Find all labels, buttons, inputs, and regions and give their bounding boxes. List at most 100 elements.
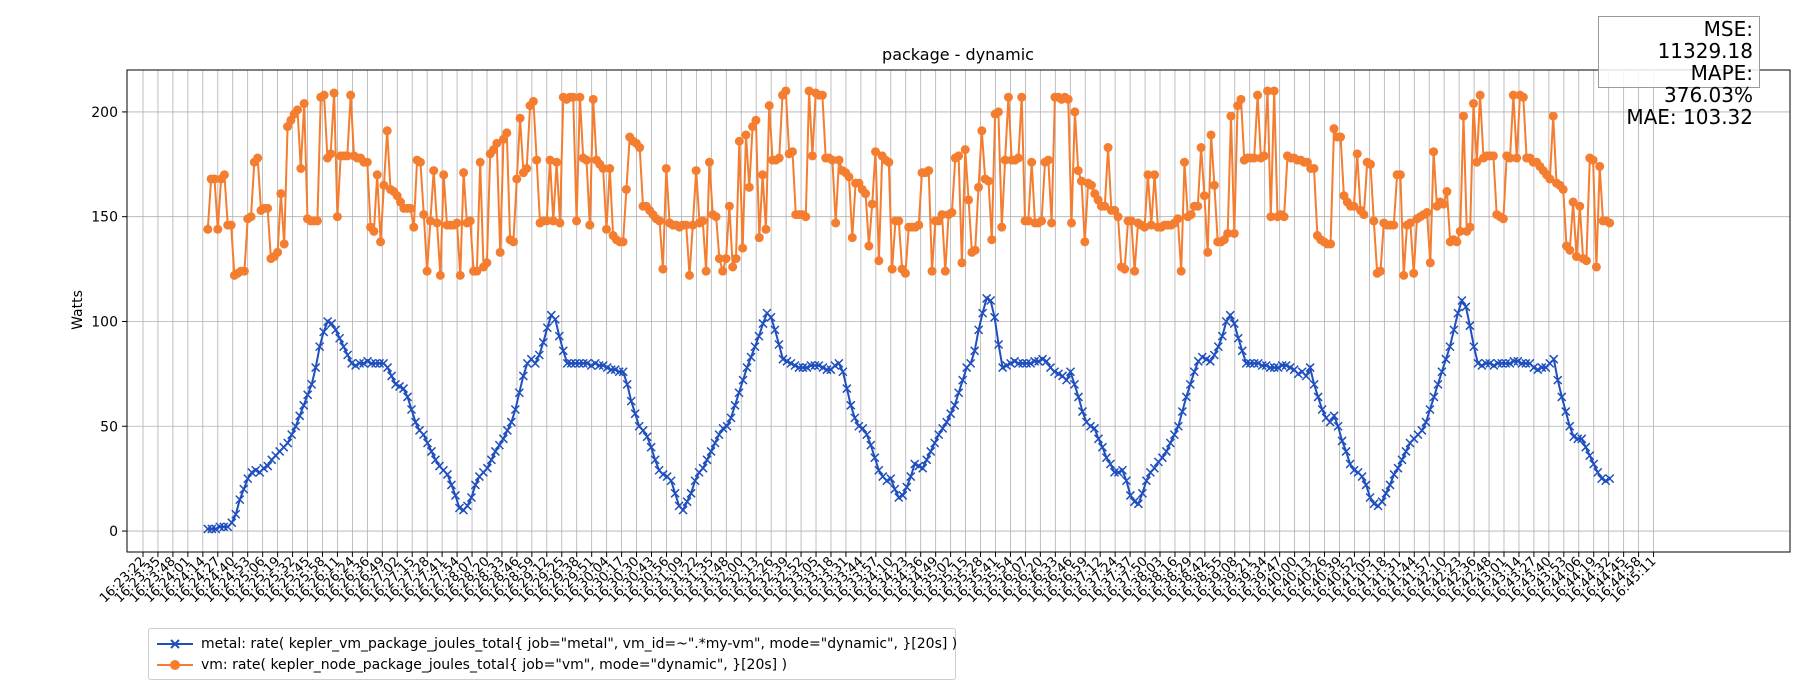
data-point-circle-marker (1080, 237, 1090, 247)
data-point-x-marker (906, 472, 916, 482)
metrics-annotation-box: MSE: 11329.18 MAPE: 376.03% MAE: 103.32 (1598, 16, 1760, 128)
data-point-circle-marker (964, 195, 974, 205)
data-point-x-marker (1577, 434, 1587, 444)
y-tick-label: 200 (91, 105, 118, 121)
data-point-circle-marker (764, 101, 774, 111)
data-point-circle-marker (751, 115, 761, 125)
data-point-circle-marker (246, 212, 256, 222)
data-point-circle-marker (605, 163, 615, 173)
data-point-x-marker (1073, 392, 1084, 402)
data-point-x-marker (1573, 434, 1583, 444)
data-point-circle-marker (1545, 174, 1555, 184)
data-point-circle-marker (472, 266, 482, 276)
data-point-circle-marker (1442, 187, 1452, 197)
data-point-x-marker (1333, 421, 1343, 431)
data-point-circle-marker (1452, 237, 1462, 247)
mape-text: MAPE: 376.03% (1664, 61, 1753, 107)
data-point-x-marker (375, 358, 385, 368)
series-metal (203, 293, 1615, 534)
data-point-circle-marker (807, 151, 817, 161)
data-point-x-marker (614, 367, 624, 377)
data-point-circle-marker (492, 138, 502, 148)
data-point-x-marker (518, 371, 528, 381)
data-point-x-marker (387, 371, 397, 381)
data-point-x-marker (1141, 476, 1151, 486)
data-point-x-marker (494, 440, 504, 450)
data-point-x-marker (846, 400, 856, 410)
y-tick-label: 100 (91, 314, 118, 330)
data-point-x-marker (219, 522, 229, 532)
data-point-circle-marker (1130, 266, 1140, 276)
data-point-x-marker (1493, 358, 1503, 368)
data-point-x-marker (1393, 463, 1403, 473)
data-point-x-marker (498, 434, 508, 444)
data-point-x-marker (922, 455, 932, 465)
data-point-circle-marker (960, 145, 970, 155)
data-point-x-marker (698, 463, 708, 473)
data-point-circle-marker (691, 166, 701, 176)
data-point-x-marker (327, 319, 337, 329)
data-point-circle-marker (1249, 153, 1259, 163)
data-point-circle-marker (864, 241, 874, 251)
data-point-circle-marker (1047, 218, 1057, 228)
data-point-circle-marker (522, 163, 532, 173)
data-point-x-marker (574, 358, 584, 368)
data-point-x-marker (430, 455, 441, 465)
data-point-x-marker (1325, 417, 1335, 427)
data-point-circle-marker (376, 237, 386, 247)
data-point-x-marker (1065, 367, 1076, 377)
data-point-x-marker (794, 363, 804, 373)
data-point-circle-marker (1209, 180, 1219, 190)
data-point-x-marker (734, 388, 744, 398)
data-point-circle-marker (1279, 212, 1289, 222)
data-point-x-marker (1337, 436, 1347, 446)
data-point-circle-marker (970, 245, 980, 255)
data-point-circle-marker (758, 170, 768, 180)
data-point-x-marker (1309, 379, 1319, 389)
data-point-circle-marker (1186, 210, 1196, 220)
data-point-circle-marker (738, 243, 748, 253)
data-point-x-marker (966, 358, 976, 368)
data-point-x-marker (398, 384, 409, 394)
data-point-circle-marker (515, 113, 525, 123)
data-point-circle-marker (900, 268, 910, 278)
data-point-circle-marker (1206, 130, 1216, 140)
data-point-x-marker (1225, 310, 1235, 320)
data-point-circle-marker (329, 88, 339, 98)
data-point-x-marker (1509, 356, 1519, 366)
data-point-x-marker (1401, 446, 1411, 456)
data-point-x-marker (722, 421, 732, 431)
data-point-x-marker (1449, 325, 1459, 335)
data-point-x-marker (746, 352, 756, 362)
data-point-x-marker (1381, 488, 1391, 498)
data-point-x-marker (686, 488, 696, 498)
data-point-x-marker (371, 358, 381, 368)
data-point-x-marker (410, 417, 421, 427)
data-point-x-marker (1537, 363, 1547, 373)
data-point-x-marker (798, 363, 808, 373)
data-point-circle-marker (1459, 111, 1469, 121)
data-point-x-marker (1461, 302, 1471, 312)
data-point-circle-marker (575, 92, 585, 102)
data-point-circle-marker (276, 189, 286, 199)
data-point-x-marker (1165, 438, 1175, 448)
data-point-circle-marker (887, 264, 897, 274)
data-point-circle-marker (1100, 201, 1110, 211)
data-point-x-marker (1061, 375, 1072, 385)
data-point-x-marker (1397, 455, 1407, 465)
data-point-circle-marker (326, 149, 336, 159)
data-point-x-marker (1265, 363, 1275, 373)
data-point-x-marker (754, 331, 764, 341)
data-point-circle-marker (432, 218, 442, 228)
data-point-circle-marker (1000, 155, 1010, 165)
data-point-x-marker (1133, 499, 1143, 509)
data-point-x-marker (1581, 442, 1591, 452)
data-point-x-marker (1093, 434, 1104, 444)
data-point-circle-marker (977, 126, 987, 136)
data-point-x-marker (343, 350, 353, 360)
data-point-circle-marker (263, 203, 273, 213)
data-point-circle-marker (572, 216, 582, 226)
data-point-x-marker (331, 325, 341, 335)
data-point-x-marker (319, 327, 329, 337)
data-point-x-marker (311, 363, 321, 373)
